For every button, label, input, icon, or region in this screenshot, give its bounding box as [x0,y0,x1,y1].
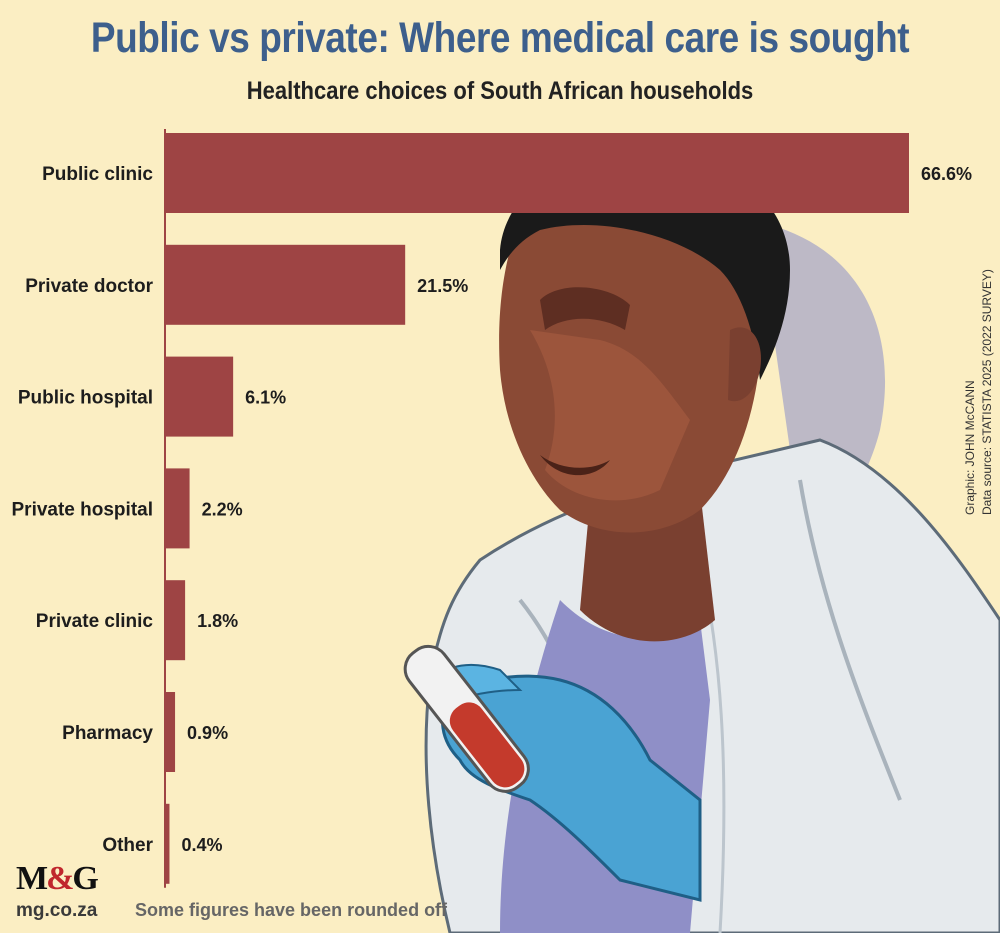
value-label: 2.2% [202,499,243,519]
graphic-credit: Graphic: JOHN McCANN [963,380,977,515]
category-label: Other [102,835,153,856]
category-label: Public clinic [42,164,153,185]
site-url[interactable]: mg.co.za [16,900,98,921]
bar-public-clinic [165,133,909,213]
value-label: 6.1% [245,388,286,408]
category-label: Private clinic [36,611,154,632]
logo-amp: & [46,860,74,897]
value-label: 0.4% [181,835,222,855]
category-label: Public hospital [18,388,153,409]
value-label: 21.5% [417,276,468,296]
rounding-note: Some figures have been rounded off [135,900,448,920]
value-label: 66.6% [921,164,972,184]
bar-other [165,803,170,884]
value-label: 1.8% [197,611,238,631]
bar-private-hospital [165,468,190,549]
logo-m: M [16,860,48,897]
category-label: Private hospital [12,499,154,520]
data-source: Data source: STATISTA 2025 (2022 SURVEY) [980,269,994,515]
bar-private-doctor [165,244,406,325]
category-label: Private doctor [25,276,153,297]
logo-g: G [72,860,98,897]
chart-title: Public vs private: Where medical care is… [90,14,910,62]
category-label: Pharmacy [62,723,153,744]
value-label: 0.9% [187,723,228,743]
bar-private-clinic [165,580,186,661]
mg-logo: M&G [16,860,99,898]
bar-pharmacy [165,692,176,772]
chart-subtitle: Healthcare choices of South African hous… [246,77,754,105]
credits: Graphic: JOHN McCANN Data source: STATIS… [962,269,996,515]
bar-public-hospital [165,356,234,437]
